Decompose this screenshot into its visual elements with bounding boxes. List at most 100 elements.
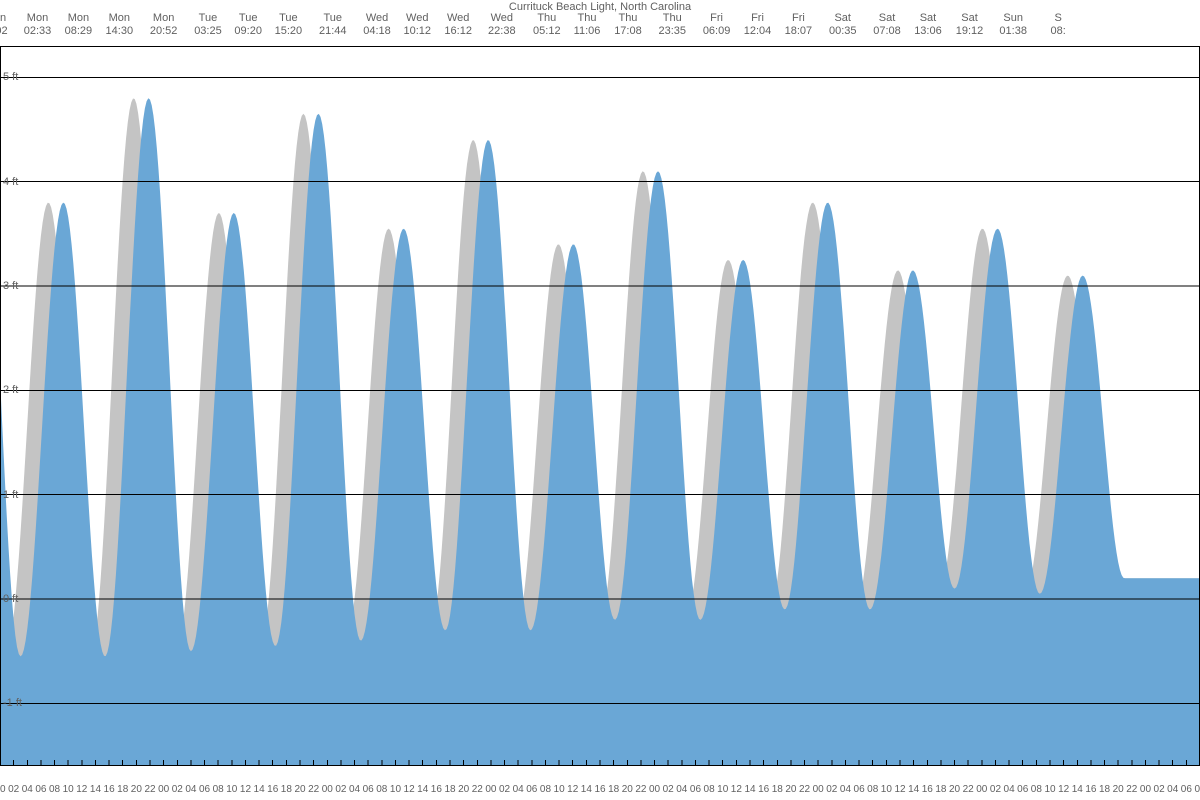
- plot-area: -1 ft 0 ft 1 ft 2 ft 3 ft 4 ft 5 ft: [0, 46, 1200, 766]
- bottom-axis-label: 00: [158, 784, 169, 795]
- tide-chart: Currituck Beach Light, North Carolina un…: [0, 0, 1200, 800]
- bottom-axis-label: 02: [8, 784, 19, 795]
- bottom-axis-label: 10: [554, 784, 565, 795]
- bottom-axis-label: 22: [799, 784, 810, 795]
- bottom-axis-label: 22: [308, 784, 319, 795]
- bottom-axis-label: 00: [649, 784, 660, 795]
- bottom-axis-label: 16: [431, 784, 442, 795]
- bottom-axis-label: 08: [1194, 784, 1200, 795]
- bottom-axis-label: 04: [840, 784, 851, 795]
- bottom-axis-label: 20: [949, 784, 960, 795]
- bottom-axis-label: 12: [1058, 784, 1069, 795]
- top-axis-label: Sat00:35: [818, 12, 868, 38]
- bottom-axis-label: 14: [744, 784, 755, 795]
- bottom-axis-label: 04: [1167, 784, 1178, 795]
- bottom-axis-label: 00: [1140, 784, 1151, 795]
- bottom-axis-label: 08: [1031, 784, 1042, 795]
- bottom-axis-label: 16: [758, 784, 769, 795]
- top-axis-label: Thu17:08: [603, 12, 653, 38]
- bottom-axis-label: 08: [704, 784, 715, 795]
- bottom-axis-label: 04: [185, 784, 196, 795]
- bottom-axis-label: 06: [1181, 784, 1192, 795]
- top-axis-labels: un:02Mon02:33Mon08:29Mon14:30Mon20:52Tue…: [0, 12, 1200, 40]
- bottom-axis-label: 00: [0, 784, 6, 795]
- y-axis-label: 2 ft: [3, 384, 18, 396]
- y-axis-label: 3 ft: [3, 280, 18, 292]
- y-axis-label: 4 ft: [3, 176, 18, 188]
- bottom-axis-label: 02: [826, 784, 837, 795]
- bottom-axis-label: 12: [404, 784, 415, 795]
- bottom-axis-label: 00: [976, 784, 987, 795]
- bottom-axis-label: 14: [417, 784, 428, 795]
- bottom-axis-label: 10: [717, 784, 728, 795]
- bottom-axis-label: 10: [226, 784, 237, 795]
- bottom-axis-label: 04: [676, 784, 687, 795]
- bottom-axis-label: 06: [526, 784, 537, 795]
- bottom-axis-label: 14: [254, 784, 265, 795]
- bottom-axis-label: 06: [854, 784, 865, 795]
- bottom-axis-label: 22: [963, 784, 974, 795]
- bottom-axis-label: 22: [1126, 784, 1137, 795]
- chart-svg: [0, 46, 1200, 766]
- bottom-axis-label: 14: [90, 784, 101, 795]
- bottom-axis-label: 06: [363, 784, 374, 795]
- bottom-axis-label: 06: [35, 784, 46, 795]
- bottom-axis-label: 08: [213, 784, 224, 795]
- bottom-axis-label: 18: [117, 784, 128, 795]
- bottom-axis-label: 16: [1085, 784, 1096, 795]
- bottom-axis-label: 16: [104, 784, 115, 795]
- top-axis-label: Thu23:35: [647, 12, 697, 38]
- bottom-axis-label: 14: [1072, 784, 1083, 795]
- bottom-axis-label: 06: [199, 784, 210, 795]
- bottom-axis-label: 04: [513, 784, 524, 795]
- bottom-axis-label: 04: [349, 784, 360, 795]
- top-axis-label: Mon14:30: [94, 12, 144, 38]
- bottom-axis-label: 10: [881, 784, 892, 795]
- y-axis-label: 1 ft: [3, 489, 18, 501]
- bottom-axis-label: 14: [581, 784, 592, 795]
- bottom-axis-label: 10: [390, 784, 401, 795]
- tide-series-front: [0, 98, 1200, 766]
- bottom-axis-label: 22: [635, 784, 646, 795]
- bottom-axis-label: 22: [144, 784, 155, 795]
- bottom-axis-label: 06: [1017, 784, 1028, 795]
- top-axis-label: Fri18:07: [773, 12, 823, 38]
- top-axis-label: Tue21:44: [308, 12, 358, 38]
- y-axis-label: -1 ft: [3, 697, 22, 709]
- bottom-axis-label: 08: [376, 784, 387, 795]
- bottom-axis-label: 20: [785, 784, 796, 795]
- y-axis-label: 5 ft: [3, 71, 18, 83]
- bottom-axis-label: 08: [540, 784, 551, 795]
- bottom-axis-label: 18: [281, 784, 292, 795]
- bottom-axis-label: 12: [894, 784, 905, 795]
- bottom-axis-label: 00: [813, 784, 824, 795]
- bottom-axis-label: 02: [1154, 784, 1165, 795]
- bottom-axis-label: 16: [922, 784, 933, 795]
- bottom-axis-label: 18: [608, 784, 619, 795]
- bottom-axis-label: 16: [594, 784, 605, 795]
- top-axis-label: Mon20:52: [139, 12, 189, 38]
- bottom-axis-label: 22: [472, 784, 483, 795]
- bottom-axis-label: 18: [935, 784, 946, 795]
- bottom-axis-label: 04: [1004, 784, 1015, 795]
- y-axis-label: 0 ft: [3, 593, 18, 605]
- bottom-axis-label: 20: [294, 784, 305, 795]
- bottom-axis-label: 06: [690, 784, 701, 795]
- top-axis-label: Sat19:12: [945, 12, 995, 38]
- bottom-axis-label: 20: [1113, 784, 1124, 795]
- bottom-axis-label: 10: [63, 784, 74, 795]
- bottom-axis-label: 08: [867, 784, 878, 795]
- bottom-axis-label: 18: [444, 784, 455, 795]
- bottom-axis-label: 00: [485, 784, 496, 795]
- bottom-axis-label: 02: [335, 784, 346, 795]
- bottom-axis-label: 04: [22, 784, 33, 795]
- bottom-axis-label: 16: [267, 784, 278, 795]
- top-axis-label: Tue15:20: [263, 12, 313, 38]
- bottom-axis-label: 10: [1044, 784, 1055, 795]
- bottom-axis-label: 12: [731, 784, 742, 795]
- top-axis-label: Sun01:38: [988, 12, 1038, 38]
- bottom-axis-label: 02: [990, 784, 1001, 795]
- bottom-axis-labels: 0002040608101214161820220002040608101214…: [0, 784, 1200, 798]
- bottom-axis-label: 02: [499, 784, 510, 795]
- bottom-axis-label: 08: [49, 784, 60, 795]
